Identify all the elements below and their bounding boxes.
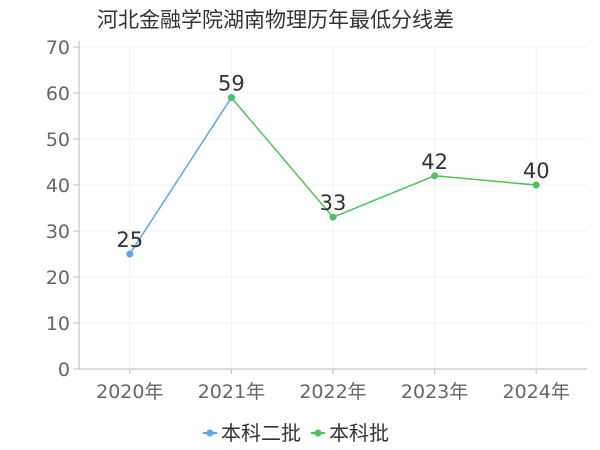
series-line-2 [230, 97, 537, 219]
y-tick-label: 10 [46, 313, 70, 335]
x-tick-label: 2022年 [299, 381, 366, 403]
legend-swatch-marker [206, 429, 214, 437]
data-label: 40 [523, 159, 550, 183]
y-tick-label: 50 [46, 129, 70, 151]
y-tick-label: 60 [46, 83, 70, 105]
legend-label: 本科批 [329, 421, 389, 445]
data-label: 33 [320, 191, 347, 215]
chart-title: 河北金融学院湖南物理历年最低分线差 [97, 8, 454, 32]
x-tick-label: 2021年 [198, 381, 265, 403]
legend-swatch-marker [314, 429, 322, 437]
y-tick-label: 0 [58, 359, 70, 381]
y-tick-label: 20 [46, 267, 70, 289]
data-point-1 [126, 250, 134, 258]
y-tick-label: 30 [46, 221, 70, 243]
data-point-2 [227, 94, 235, 102]
x-tick-label: 2020年 [96, 381, 163, 403]
data-label: 25 [116, 228, 143, 252]
y-tick-label: 70 [46, 37, 70, 59]
x-tick-label: 2024年 [503, 381, 570, 403]
series-line-1 [129, 97, 233, 255]
y-tick-label: 40 [46, 175, 70, 197]
data-point-2 [532, 181, 540, 189]
x-tick-label: 2023年 [401, 381, 468, 403]
legend-label: 本科二批 [221, 421, 301, 445]
data-label: 42 [421, 150, 448, 174]
data-point-2 [431, 172, 439, 180]
data-point-2 [329, 213, 337, 221]
data-label: 59 [218, 72, 245, 96]
